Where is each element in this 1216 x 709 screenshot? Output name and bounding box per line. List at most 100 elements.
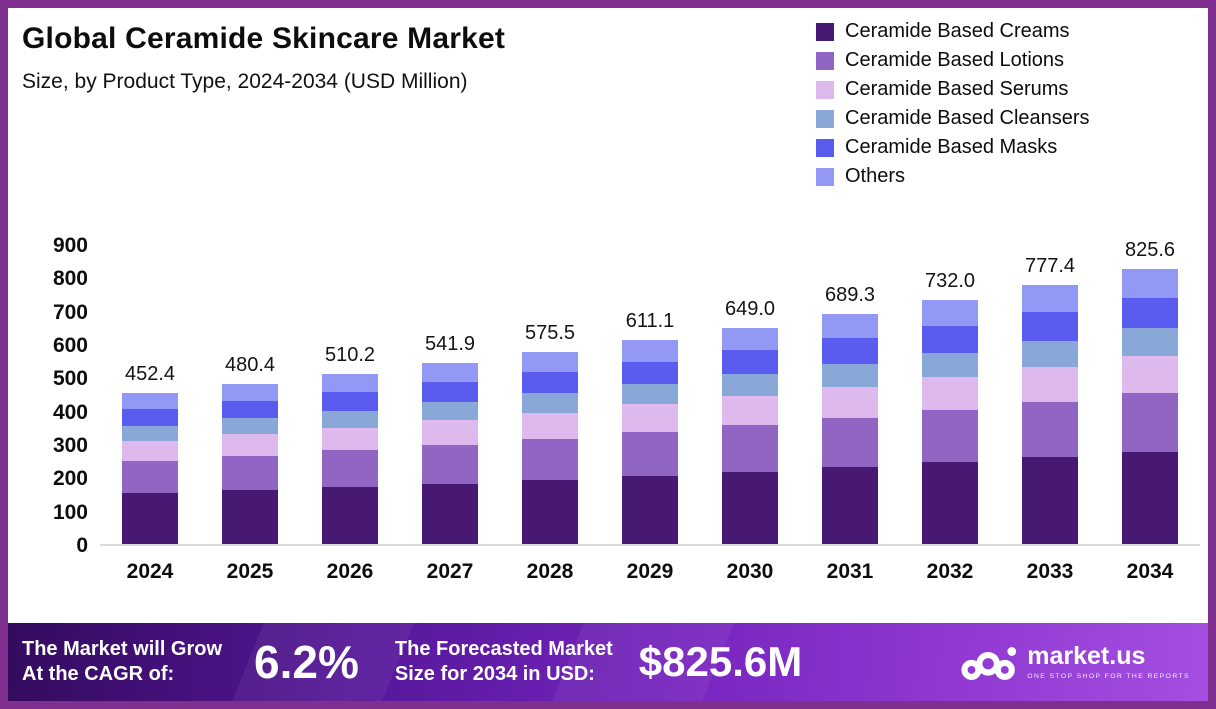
- bar-column-2025: 480.4: [200, 246, 300, 544]
- x-axis-tick-label: 2034: [1126, 560, 1174, 583]
- chart-legend: Ceramide Based Creams Ceramide Based Loti…: [816, 20, 1090, 194]
- bar-segment: [322, 410, 378, 428]
- bar-segment: [522, 393, 578, 413]
- forecast-label-line1: The Forecasted Market: [394, 638, 613, 660]
- bar-column-2033: 777.4: [1000, 246, 1100, 544]
- bar-total-label: 732.0: [924, 270, 976, 293]
- stacked-bar: [1122, 268, 1178, 544]
- bar-segment: [822, 363, 878, 387]
- legend-label: Others: [845, 165, 906, 187]
- bar-column-2030: 649.0: [700, 246, 800, 544]
- y-axis-tick-label: 900: [52, 234, 88, 257]
- stacked-bar: [622, 340, 678, 544]
- bar-segment: [622, 404, 678, 432]
- bar-column-2027: 541.9: [400, 246, 500, 544]
- bar-segment: [1122, 451, 1178, 544]
- bar-column-2024: 452.4: [100, 246, 200, 544]
- bar-total-label: 541.9: [424, 333, 476, 356]
- bar-segment: [222, 455, 278, 491]
- bar-segment: [622, 431, 678, 476]
- stacked-bar: [422, 363, 478, 544]
- x-axis-tick-label: 2029: [626, 560, 674, 583]
- x-axis: 2024 2025 2026 2027 2028 2029 2030 2031 2032 2033…: [100, 560, 1200, 584]
- bar-segment: [522, 412, 578, 439]
- legend-label: Ceramide Based Serums: [845, 78, 1069, 100]
- brand-tagline: ONE STOP SHOP FOR THE REPORTS: [1027, 673, 1190, 680]
- legend-swatch-icon: [816, 167, 834, 186]
- bar-column-2032: 732.0: [900, 246, 1000, 544]
- bar-segment: [822, 386, 878, 418]
- bar-segment: [922, 325, 978, 353]
- bar-segment: [522, 479, 578, 544]
- bar-segment: [922, 352, 978, 377]
- bar-segment: [122, 461, 178, 494]
- bar-column-2026: 510.2: [300, 246, 400, 544]
- stacked-bar: [522, 352, 578, 544]
- bar-segment: [922, 462, 978, 544]
- bar-segment: [722, 350, 778, 375]
- legend-swatch-icon: [816, 22, 834, 41]
- stacked-bar: [122, 393, 178, 544]
- x-axis-tick-label: 2030: [726, 560, 774, 583]
- bar-segment: [222, 383, 278, 401]
- x-axis-tick-label: 2025: [226, 560, 274, 583]
- chart-subtitle: Size, by Product Type, 2024-2034 (USD Mi…: [22, 70, 468, 93]
- bar-segment: [522, 372, 578, 394]
- bar-segment: [622, 340, 678, 362]
- bar-segment: [422, 402, 478, 421]
- legend-label: Ceramide Based Creams: [845, 20, 1070, 42]
- x-axis-tick-label: 2024: [126, 560, 174, 583]
- bar-segment: [822, 417, 878, 468]
- bar-segment: [1122, 297, 1178, 328]
- bar-segment: [522, 352, 578, 373]
- y-axis-tick-label: 700: [52, 300, 88, 324]
- x-axis-tick-label: 2028: [526, 560, 574, 583]
- forecast-label: The Forecasted Market Size for 2034 in U…: [395, 637, 613, 687]
- forecast-label-line2: Size for 2034 in USD:: [394, 663, 595, 685]
- bar-segment: [222, 400, 278, 419]
- legend-swatch-icon: [816, 109, 834, 128]
- bar-column-2029: 611.1: [600, 246, 700, 544]
- bar-segment: [622, 361, 678, 385]
- bar-segment: [722, 471, 778, 544]
- bar-column-2031: 689.3: [800, 246, 900, 544]
- bar-segment: [222, 418, 278, 435]
- bar-segment: [322, 450, 378, 488]
- bar-total-label: 825.6: [1124, 238, 1176, 261]
- brand-name: market.us: [1027, 642, 1146, 670]
- bar-total-label: 689.3: [824, 284, 876, 307]
- chart-title: Global Ceramide Skincare Market: [22, 22, 506, 55]
- bar-segment: [822, 314, 878, 339]
- brand-text: market.us ONE STOP SHOP FOR THE REPORTS: [1027, 642, 1190, 681]
- bar-segment: [1122, 327, 1178, 356]
- bar-segment: [122, 425, 178, 441]
- bar-segment: [922, 300, 978, 326]
- bar-segment: [1122, 355, 1178, 393]
- bar-segment: [1022, 366, 1078, 402]
- bar-segment: [122, 393, 178, 410]
- brand-logo: market.us ONE STOP SHOP FOR THE REPORTS: [961, 642, 1190, 682]
- bar-segment: [622, 384, 678, 405]
- x-axis-tick-label: 2027: [426, 560, 474, 583]
- y-axis-tick-label: 100: [52, 500, 88, 524]
- y-axis-tick-label: 200: [52, 467, 88, 491]
- y-axis-tick-label: 500: [52, 367, 88, 391]
- bar-segment: [422, 382, 478, 403]
- bar-segment: [422, 363, 478, 383]
- legend-label: Ceramide Based Cleansers: [845, 107, 1090, 129]
- cagr-label-line1: The Market will Grow: [22, 638, 223, 660]
- y-axis-tick-label: 600: [52, 334, 88, 357]
- legend-label: Ceramide Based Masks: [845, 136, 1058, 158]
- legend-item: Ceramide Based Cleansers: [816, 107, 1090, 130]
- market-us-logo-icon: [961, 647, 1017, 680]
- bar-segment: [822, 467, 878, 544]
- bar-segment: [522, 438, 578, 480]
- legend-swatch-icon: [816, 138, 834, 157]
- legend-item: Ceramide Based Masks: [816, 136, 1090, 159]
- bar-segment: [1022, 340, 1078, 367]
- stacked-bar: [822, 314, 878, 544]
- stacked-bar: [922, 300, 978, 544]
- x-axis-tick-label: 2026: [326, 560, 374, 583]
- bar-segment: [722, 395, 778, 426]
